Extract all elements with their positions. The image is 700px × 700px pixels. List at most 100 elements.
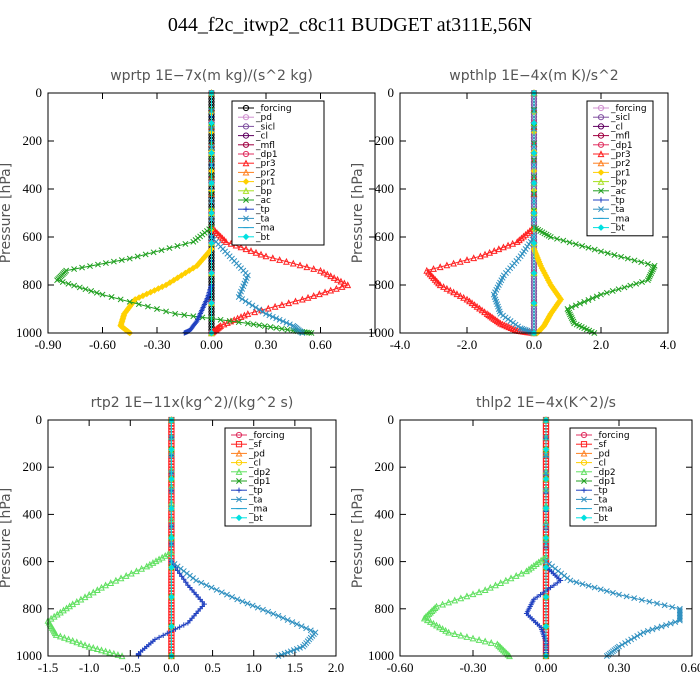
- legend-marker: [598, 197, 604, 203]
- legend-marker: [235, 468, 243, 475]
- series-point: [327, 272, 335, 280]
- series-point: [463, 633, 471, 640]
- series-point: [640, 629, 647, 636]
- legend-entry: _dp2: [593, 468, 616, 478]
- series-point: [139, 292, 147, 300]
- series-point: [463, 592, 471, 600]
- series-point: [317, 266, 324, 274]
- series-point: [190, 575, 196, 582]
- legend-marker: [597, 132, 605, 139]
- legend-box: [231, 100, 325, 246]
- series-point: [460, 293, 468, 301]
- legend-marker: [597, 150, 605, 158]
- series-point: [565, 307, 572, 314]
- series-point: [639, 279, 645, 285]
- series-point: [443, 261, 451, 269]
- series-point: [186, 572, 193, 579]
- legend-entry: _pd: [255, 113, 272, 123]
- series-point: [476, 304, 483, 312]
- series-point: [98, 583, 105, 591]
- series-point: [122, 572, 130, 579]
- series-point: [270, 610, 277, 617]
- series-point: [252, 304, 259, 311]
- series-point: [284, 649, 291, 656]
- series-point: [256, 306, 263, 313]
- series-point: [517, 325, 524, 332]
- series-bt: [208, 89, 215, 337]
- series-point: [495, 245, 503, 253]
- series-point: [654, 625, 660, 631]
- legend-entry: _ac: [610, 187, 626, 197]
- legend-entry: _pr3: [255, 159, 276, 169]
- series-point: [638, 596, 645, 603]
- series-point: [304, 293, 312, 301]
- series-point: [468, 299, 476, 307]
- x-tick-label: -1.0: [79, 660, 100, 675]
- legend-entry: _tp: [593, 486, 608, 496]
- series-point: [79, 264, 86, 271]
- legend-marker: [242, 178, 250, 185]
- series-point: [564, 306, 571, 312]
- legend-entry: _forcing: [610, 104, 647, 114]
- series-point: [269, 313, 276, 320]
- series-point: [76, 284, 83, 291]
- series-point: [436, 623, 443, 631]
- series-point: [603, 289, 610, 296]
- series-point: [265, 608, 272, 615]
- series-point: [161, 551, 169, 559]
- series-point: [663, 622, 670, 628]
- series-point: [263, 310, 269, 317]
- series-point: [151, 287, 158, 294]
- panel-title: thlp2 1E−4x(K^2)/s: [476, 395, 616, 411]
- series-pr3: [423, 89, 538, 337]
- series-point: [286, 321, 293, 328]
- series-point: [198, 579, 205, 586]
- series-point: [190, 238, 197, 245]
- series-point: [273, 315, 280, 322]
- series-point: [102, 260, 109, 267]
- series-pr1: [117, 89, 215, 337]
- legend-marker: [580, 468, 588, 475]
- legend-marker: [242, 150, 250, 158]
- x-tick-label: 0.0: [526, 337, 542, 352]
- series-point: [177, 565, 184, 572]
- x-tick-label: 2.0: [593, 337, 609, 352]
- series-point: [338, 283, 346, 290]
- series-point: [250, 321, 257, 328]
- series-point: [213, 586, 220, 593]
- series-point: [61, 633, 68, 641]
- series-point: [530, 239, 538, 247]
- series-point: [631, 257, 638, 264]
- series-point: [218, 589, 225, 596]
- series-point: [164, 630, 170, 636]
- series-point: [152, 557, 160, 565]
- series-point: [507, 318, 514, 324]
- legend-marker: [597, 123, 605, 130]
- series-point: [71, 282, 78, 289]
- series-point: [185, 267, 193, 274]
- series-point: [512, 321, 519, 328]
- series-point: [654, 600, 660, 607]
- x-tick-label: -0.30: [459, 660, 486, 675]
- y-tick-label: 600: [375, 229, 395, 244]
- series-point: [579, 581, 586, 587]
- series-point: [242, 245, 250, 253]
- series-point: [624, 255, 631, 262]
- legend-entry: _forcing: [593, 431, 630, 441]
- series-point: [50, 612, 58, 620]
- legend-entry: _tp: [248, 486, 263, 496]
- series-point: [262, 252, 270, 260]
- series-point: [287, 648, 294, 655]
- series-point: [430, 265, 437, 272]
- series-point: [436, 281, 444, 289]
- series-point: [143, 562, 151, 570]
- series-point: [174, 563, 181, 570]
- series-point: [256, 322, 263, 329]
- series-point: [172, 310, 179, 317]
- series-point: [577, 300, 584, 307]
- x-tick-label: -0.60: [89, 337, 116, 352]
- series-point: [453, 290, 461, 298]
- series-point: [520, 326, 527, 333]
- series-point: [246, 300, 252, 307]
- series-point: [66, 602, 74, 610]
